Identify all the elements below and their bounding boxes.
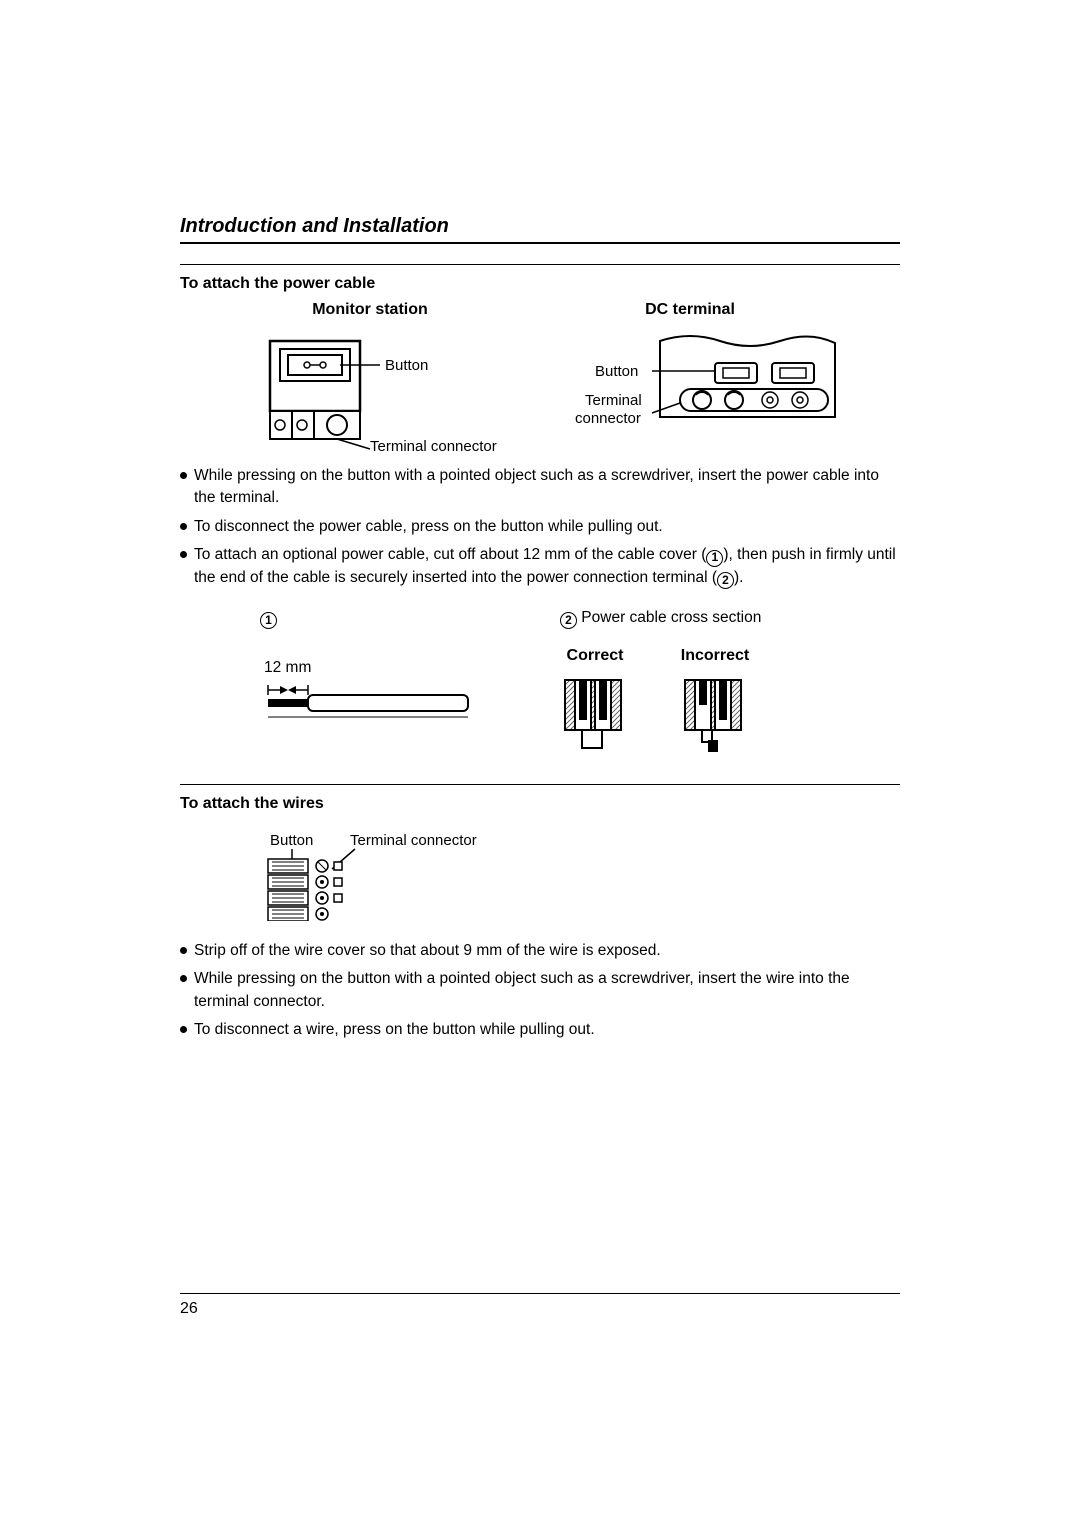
instruction-item: While pressing on the button with a poin… xyxy=(180,465,900,510)
page-number: 26 xyxy=(180,1300,900,1318)
button-callout: Button xyxy=(385,357,428,374)
instruction-list: Strip off of the wire cover so that abou… xyxy=(180,940,900,1042)
figure-label: Monitor station xyxy=(312,301,428,319)
text-fragment: To attach an optional power cable, cut o… xyxy=(194,546,706,563)
circled-one-icon: 1 xyxy=(260,612,277,629)
figure-row: Monitor station Button T xyxy=(180,301,900,451)
circled-one-icon: 1 xyxy=(706,550,723,567)
instruction-item: To disconnect a wire, press on the butto… xyxy=(180,1019,900,1041)
button-callout: Button xyxy=(595,363,638,380)
terminal-callout: Terminal connector xyxy=(370,438,497,451)
monitor-station-icon: Button Terminal connector xyxy=(240,331,500,451)
page-title: Introduction and Installation xyxy=(180,215,900,244)
figure-label: DC terminal xyxy=(645,301,735,319)
monitor-station-figure: Monitor station Button T xyxy=(240,301,500,451)
incorrect-label: Incorrect xyxy=(680,647,750,665)
terminal-callout-line1: Terminal xyxy=(585,392,642,409)
correct-label: Correct xyxy=(560,647,630,665)
page-footer: 26 xyxy=(180,1293,900,1318)
dc-terminal-figure: DC terminal xyxy=(540,301,840,451)
circled-two-icon: 2 xyxy=(560,612,577,629)
instruction-item: To disconnect the power cable, press on … xyxy=(180,516,900,538)
divider xyxy=(180,784,900,785)
dc-terminal-icon: Button Terminal connector xyxy=(540,331,840,451)
cross-section-figure: 2 Power cable cross section Correct xyxy=(560,609,880,760)
wire-terminal-figure: Button Terminal connector xyxy=(260,831,900,926)
page-content: Introduction and Installation To attach … xyxy=(180,215,900,1062)
instruction-item: To attach an optional power cable, cut o… xyxy=(180,544,900,589)
wire-terminal-icon: Button Terminal connector xyxy=(260,831,560,921)
diagram-row: 1 12 mm 2 Power cable cross section xyxy=(260,609,900,760)
section-heading: To attach the wires xyxy=(180,795,900,813)
terminal-callout-line2: connector xyxy=(575,410,641,427)
instruction-list: While pressing on the button with a poin… xyxy=(180,465,900,589)
text-fragment: ). xyxy=(734,569,743,586)
instruction-item: While pressing on the button with a poin… xyxy=(180,968,900,1013)
cable-cut-figure: 1 12 mm xyxy=(260,609,500,732)
circled-two-icon: 2 xyxy=(717,572,734,589)
incorrect-cross-section-icon xyxy=(680,675,750,755)
correct-cross-section-icon xyxy=(560,675,630,755)
button-callout: Button xyxy=(270,832,313,849)
cable-length-icon xyxy=(260,677,480,727)
cross-section-label: Power cable cross section xyxy=(577,609,761,626)
instruction-item: Strip off of the wire cover so that abou… xyxy=(180,940,900,962)
section-heading: To attach the power cable xyxy=(180,275,900,293)
divider xyxy=(180,1293,900,1294)
measure-label: 12 mm xyxy=(264,659,500,677)
divider xyxy=(180,264,900,265)
terminal-callout: Terminal connector xyxy=(350,832,477,849)
